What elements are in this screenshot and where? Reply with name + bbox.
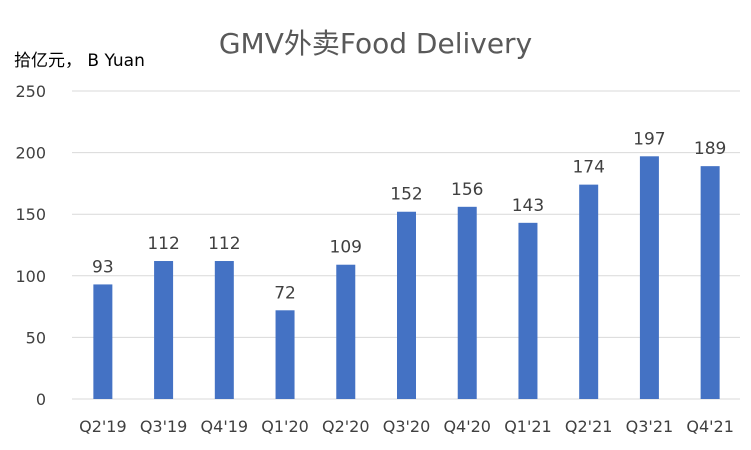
bar-Q2'19 <box>93 284 113 399</box>
bar-Q4'21 <box>700 166 720 399</box>
bar-Q2'21 <box>579 184 599 399</box>
y-axis-ticks: 0 50 100 150 200 250 <box>15 82 46 409</box>
data-label: 197 <box>633 129 665 149</box>
data-label: 174 <box>572 158 604 178</box>
y-tick-label: 250 <box>15 82 46 101</box>
chart-title: GMV外卖Food Delivery <box>218 27 533 60</box>
data-label: 72 <box>274 283 296 303</box>
data-label: 189 <box>694 139 726 159</box>
data-labels: 93 112 112 72 109 152 156 143 174 197 189 <box>92 129 726 303</box>
data-label: 112 <box>208 234 240 254</box>
bar-Q4'20 <box>457 206 477 399</box>
data-label: 143 <box>512 196 544 216</box>
x-tick-label: Q3'20 <box>383 417 431 436</box>
bar-Q3'21 <box>639 156 659 399</box>
x-tick-label: Q3'19 <box>140 417 188 436</box>
x-tick-label: Q2'19 <box>79 417 127 436</box>
data-label: 109 <box>330 238 362 258</box>
x-tick-label: Q4'21 <box>686 417 734 436</box>
x-axis-ticks: Q2'19 Q3'19 Q4'19 Q1'20 Q2'20 Q3'20 Q4'20 Q1'21… <box>79 417 734 436</box>
y-tick-label: 150 <box>15 205 46 224</box>
bars <box>93 156 720 399</box>
y-tick-label: 200 <box>15 144 46 163</box>
x-tick-label: Q2'21 <box>565 417 613 436</box>
bar-Q3'19 <box>154 261 174 399</box>
data-label: 152 <box>390 185 422 205</box>
x-tick-label: Q1'21 <box>504 417 552 436</box>
data-label: 112 <box>147 234 179 254</box>
bar-Q1'20 <box>275 310 295 399</box>
bar-Q1'21 <box>518 222 538 399</box>
bar-Q3'20 <box>397 211 416 399</box>
y-tick-label: 100 <box>15 267 46 286</box>
x-tick-label: Q2'20 <box>322 417 370 436</box>
bar-Q2'20 <box>336 264 356 399</box>
x-tick-label: Q1'20 <box>261 417 309 436</box>
unit-label: 拾亿元， B Yuan <box>14 51 145 71</box>
x-tick-label: Q4'19 <box>201 417 249 436</box>
data-label: 93 <box>92 257 114 277</box>
data-label: 156 <box>451 180 483 200</box>
bar-Q4'19 <box>214 261 234 399</box>
x-tick-label: Q3'21 <box>626 417 674 436</box>
x-tick-label: Q4'20 <box>443 417 491 436</box>
y-tick-label: 50 <box>26 328 46 347</box>
y-tick-label: 0 <box>36 390 46 409</box>
